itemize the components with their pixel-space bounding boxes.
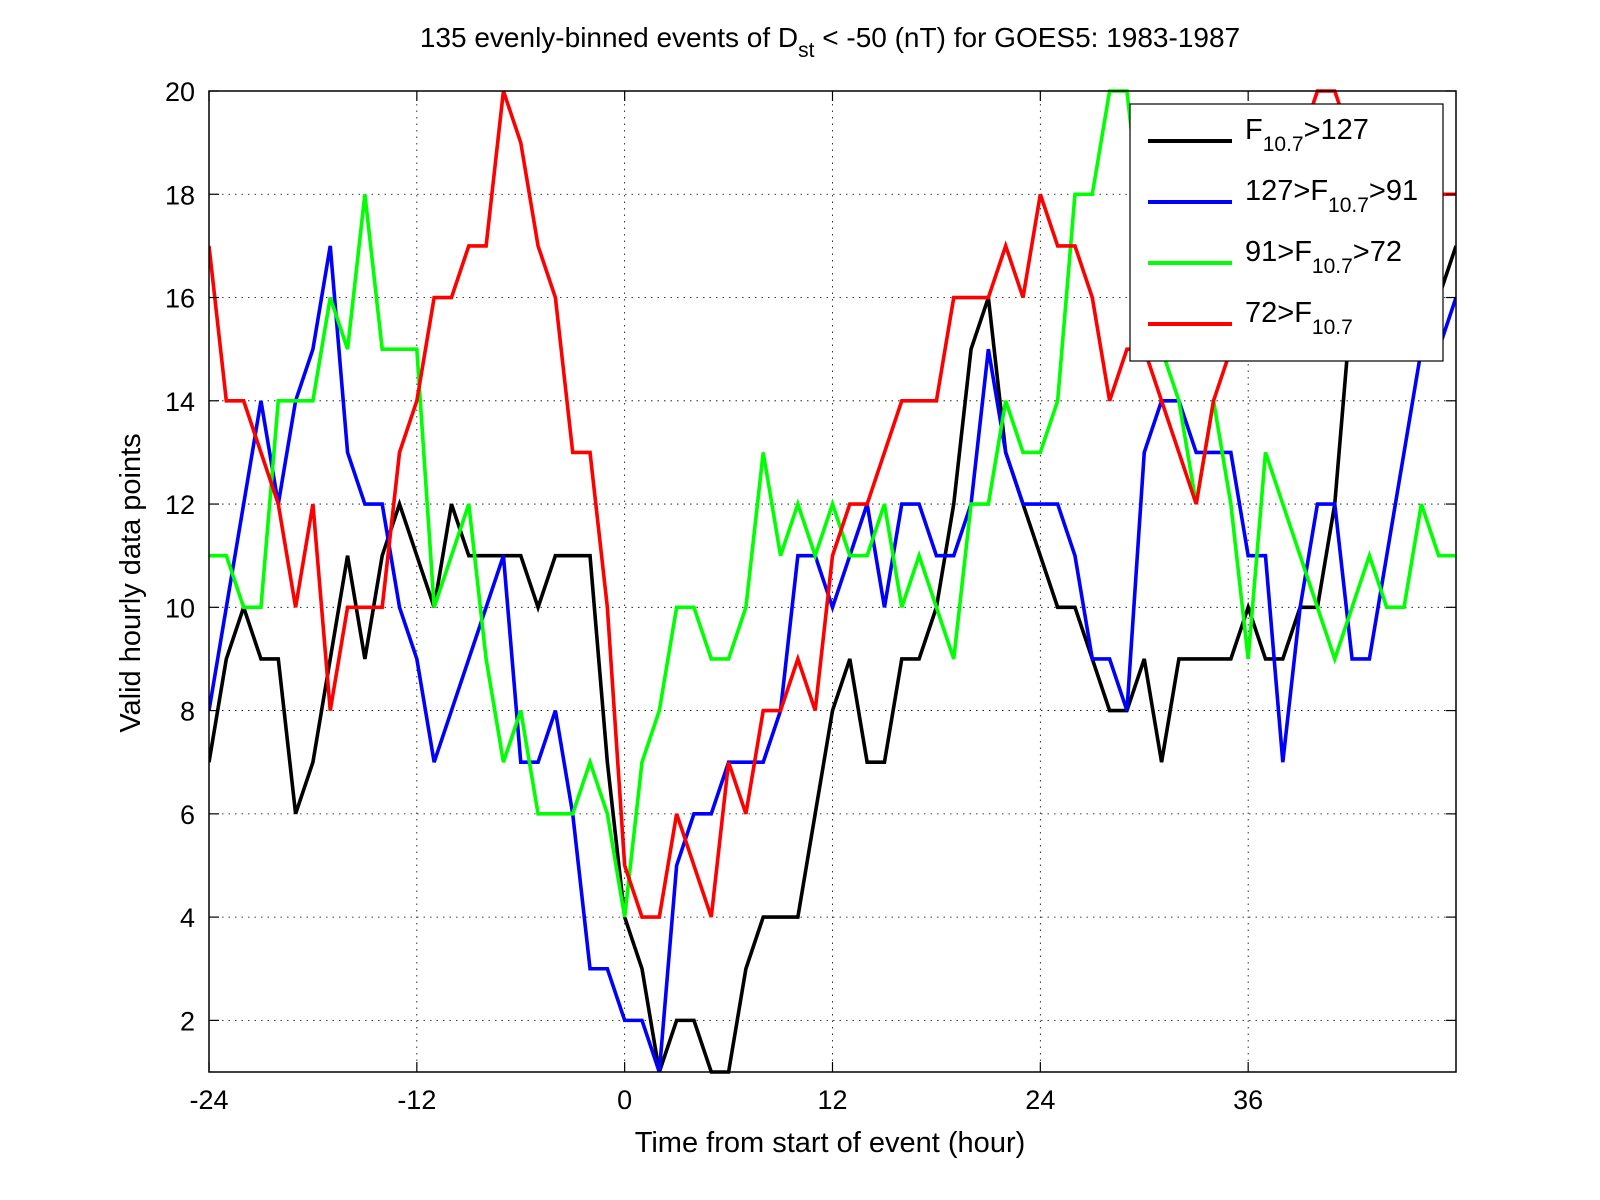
x-tick-label: 36 [1233,1085,1263,1115]
legend-label: 127>F10.7>91 [1245,175,1418,217]
legend: F10.7>127 127>F10.7>91 91>F10.7>72 72>F10.7 [1129,103,1444,362]
x-tick-label: 24 [1025,1085,1055,1115]
legend-label: 91>F10.7>72 [1245,236,1402,278]
legend-label: 72>F10.7 [1245,297,1353,339]
series-layer [209,89,1456,1074]
y-tick-label: 2 [180,1006,195,1036]
y-tick-label: 16 [165,284,195,314]
y-tick-label: 12 [165,490,195,520]
y-tick-label: 10 [165,593,195,623]
y-tick-label: 8 [180,697,195,727]
y-axis-label: Valid hourly data points [115,433,147,732]
y-tick-label: 18 [165,180,195,210]
x-tick-label: -12 [397,1085,436,1115]
series-line-2 [209,245,1456,1073]
series-line-1 [209,245,1456,1074]
chart-title: 135 evenly-binned events of Dst < -50 (n… [420,22,1240,62]
y-tick-label: 4 [180,903,195,933]
x-tick-label: 0 [617,1085,632,1115]
legend-label: F10.7>127 [1245,114,1369,156]
x-tick-label: -24 [189,1085,228,1115]
series-line-3 [209,89,1456,918]
y-tick-label: 14 [165,387,195,417]
x-tick-label: 12 [817,1085,847,1115]
y-tick-label: 6 [180,800,195,830]
x-axis-label: Time from start of event (hour) [635,1127,1026,1159]
y-tick-label: 20 [165,77,195,107]
legend-box [1129,103,1444,362]
